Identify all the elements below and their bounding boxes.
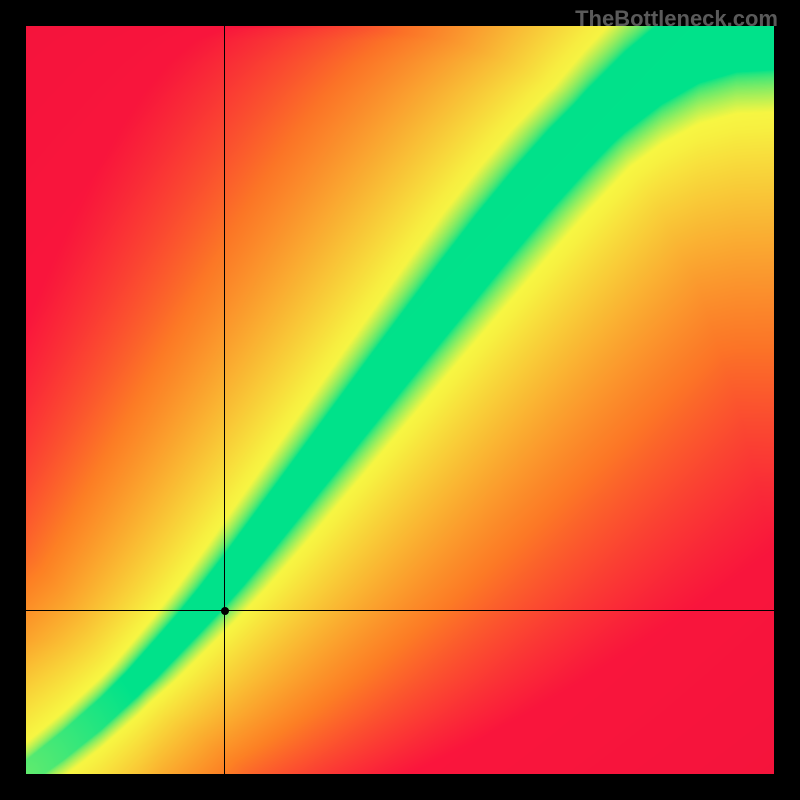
- crosshair-vertical: [224, 26, 225, 774]
- heatmap-canvas: [26, 26, 774, 774]
- crosshair-horizontal: [26, 610, 774, 611]
- watermark-text: TheBottleneck.com: [575, 6, 778, 32]
- marker-dot: [221, 607, 229, 615]
- heatmap-plot: [26, 26, 774, 774]
